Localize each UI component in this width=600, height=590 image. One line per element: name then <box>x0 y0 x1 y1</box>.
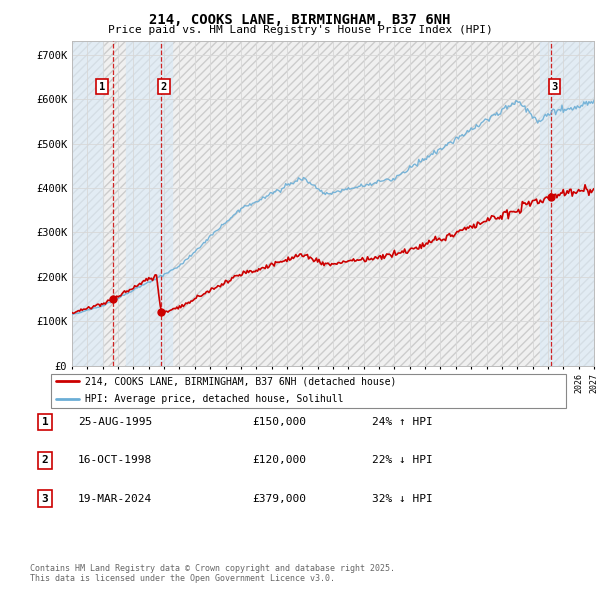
Text: £120,000: £120,000 <box>252 455 306 465</box>
Text: Contains HM Land Registry data © Crown copyright and database right 2025.
This d: Contains HM Land Registry data © Crown c… <box>30 563 395 583</box>
Text: £379,000: £379,000 <box>252 494 306 503</box>
Text: Price paid vs. HM Land Registry's House Price Index (HPI): Price paid vs. HM Land Registry's House … <box>107 25 493 35</box>
Text: 1: 1 <box>41 417 49 427</box>
Text: 3: 3 <box>551 82 557 91</box>
Text: 19-MAR-2024: 19-MAR-2024 <box>78 494 152 503</box>
Text: 2: 2 <box>161 82 167 91</box>
Text: 214, COOKS LANE, BIRMINGHAM, B37 6NH: 214, COOKS LANE, BIRMINGHAM, B37 6NH <box>149 13 451 27</box>
Text: 2: 2 <box>41 455 49 465</box>
Text: 25-AUG-1995: 25-AUG-1995 <box>78 417 152 427</box>
Text: 22% ↓ HPI: 22% ↓ HPI <box>372 455 433 465</box>
Text: 24% ↑ HPI: 24% ↑ HPI <box>372 417 433 427</box>
Text: HPI: Average price, detached house, Solihull: HPI: Average price, detached house, Soli… <box>85 394 343 404</box>
Text: 1: 1 <box>99 82 105 91</box>
Bar <box>72 41 103 366</box>
Text: 32% ↓ HPI: 32% ↓ HPI <box>372 494 433 503</box>
Text: £150,000: £150,000 <box>252 417 306 427</box>
Bar <box>126 41 172 366</box>
Text: 3: 3 <box>41 494 49 503</box>
FancyBboxPatch shape <box>50 373 566 408</box>
Bar <box>540 41 594 366</box>
Text: 214, COOKS LANE, BIRMINGHAM, B37 6NH (detached house): 214, COOKS LANE, BIRMINGHAM, B37 6NH (de… <box>85 376 396 386</box>
Text: 16-OCT-1998: 16-OCT-1998 <box>78 455 152 465</box>
